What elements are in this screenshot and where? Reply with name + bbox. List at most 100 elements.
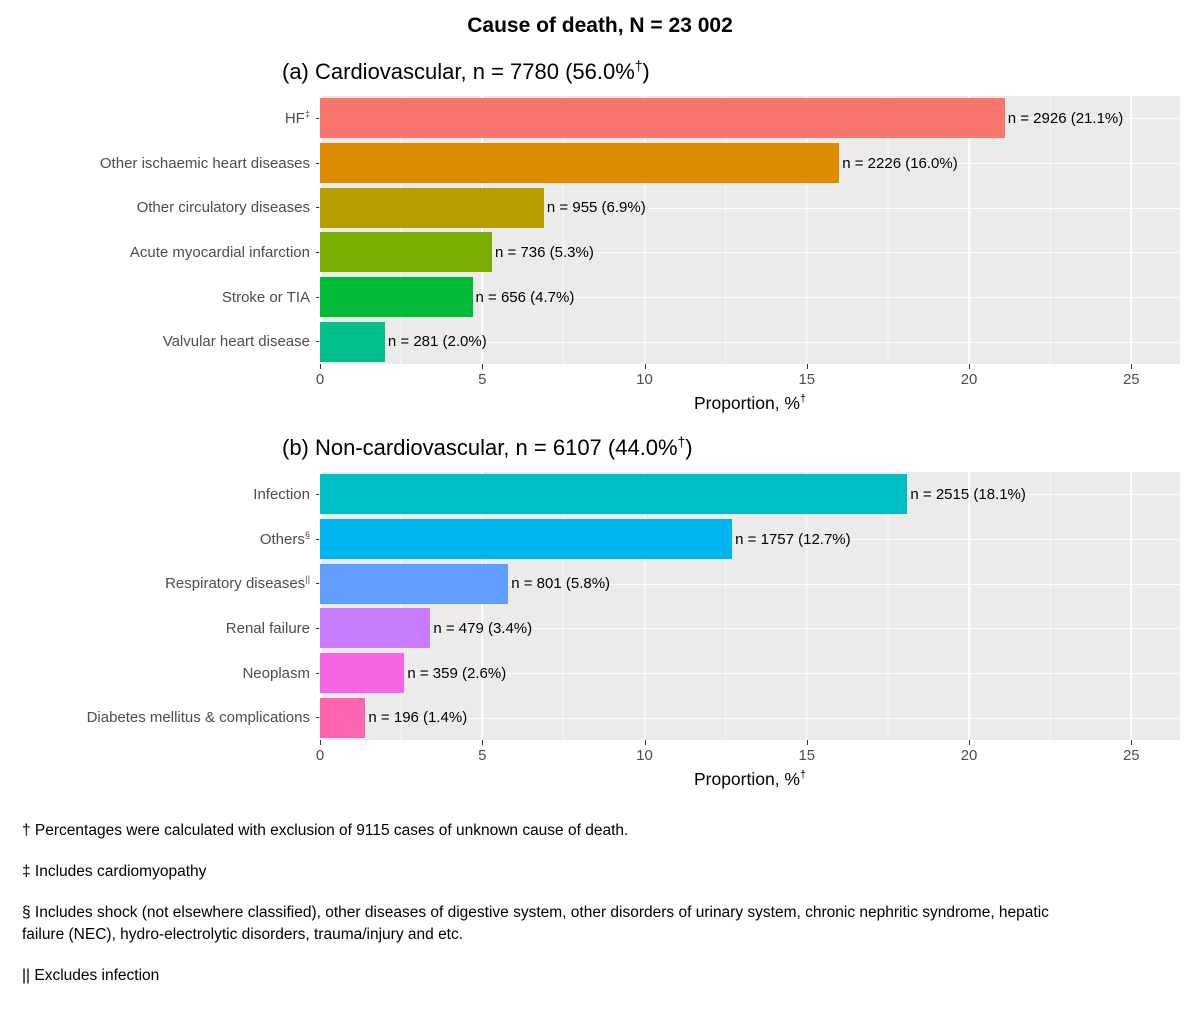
bar-row: n = 479 (3.4%) bbox=[320, 606, 1180, 651]
category-label: Others§ bbox=[259, 529, 310, 548]
chart-body: Infection Others§ Respiratory diseases|| Re… bbox=[0, 472, 1180, 740]
y-tick-mark bbox=[316, 627, 320, 629]
gridline-major bbox=[1130, 472, 1133, 740]
y-axis-label-row: Infection bbox=[0, 472, 320, 517]
chart-subtitle-text: (a) Cardiovascular, n = 7780 (56.0% bbox=[282, 59, 635, 84]
gridline-horizontal bbox=[320, 673, 1180, 674]
footnotes: † Percentages were calculated with exclu… bbox=[22, 820, 1082, 987]
y-axis-label-row: Other ischaemic heart diseases bbox=[0, 141, 320, 186]
figure-title: Cause of death, N = 23 002 bbox=[467, 14, 733, 37]
gridline-horizontal bbox=[320, 297, 1180, 298]
y-axis-label-row: Valvular heart disease bbox=[0, 319, 320, 364]
chart-subtitle-sup: † bbox=[634, 58, 643, 74]
y-axis-label-row: HF‡ bbox=[0, 96, 320, 141]
bar bbox=[320, 697, 366, 738]
bar-value-label: n = 656 (4.7%) bbox=[475, 288, 575, 306]
plot-panel: n = 2926 (21.1%) n = 2226 (16.0%) n = 955 … bbox=[319, 96, 1180, 364]
bar-row: n = 955 (6.9%) bbox=[320, 185, 1180, 230]
gridline-horizontal bbox=[320, 717, 1180, 719]
gridline-horizontal bbox=[320, 252, 1180, 254]
gridline-minor bbox=[562, 96, 564, 364]
gridline-minor bbox=[725, 472, 727, 740]
x-tick-label: 10 bbox=[636, 747, 653, 764]
x-tick-label: 25 bbox=[1122, 747, 1140, 764]
gridline-minor bbox=[887, 472, 889, 740]
x-tick-label: 10 bbox=[636, 371, 653, 388]
gridline-major bbox=[1130, 96, 1133, 364]
gridline-major bbox=[968, 96, 970, 364]
bar-row: n = 656 (4.7%) bbox=[320, 275, 1180, 320]
bar bbox=[320, 321, 385, 362]
bar bbox=[320, 518, 733, 560]
plot-panel: n = 2515 (18.1%) n = 1757 (12.7%) n = 801 … bbox=[319, 472, 1180, 740]
chart-subtitle-sup: † bbox=[677, 434, 686, 450]
y-tick-mark bbox=[316, 583, 320, 585]
category-label: Renal failure bbox=[225, 619, 310, 637]
x-axis-title: Proportion, %† bbox=[320, 769, 1180, 790]
x-axis-title-text: Proportion, % bbox=[693, 393, 800, 413]
gridline-minor bbox=[400, 472, 402, 740]
x-tick-label: 0 bbox=[315, 371, 325, 388]
gridline-major bbox=[805, 96, 808, 364]
gridline-major bbox=[319, 96, 321, 364]
x-tick-mark bbox=[806, 364, 808, 369]
y-tick-mark bbox=[316, 117, 320, 119]
y-axis-label-row: Others§ bbox=[0, 517, 320, 562]
x-axis: 0 5 10 15 20 25 bbox=[0, 364, 1180, 391]
gridline-horizontal bbox=[320, 341, 1180, 343]
chart-body: HF‡ Other ischaemic heart diseases Other c… bbox=[0, 96, 1180, 364]
chart-subtitle-text: ) bbox=[685, 435, 693, 460]
bar bbox=[320, 652, 405, 694]
y-tick-mark bbox=[316, 296, 320, 298]
bar-value-label: n = 281 (2.0%) bbox=[387, 333, 487, 351]
bars-layer: n = 2926 (21.1%) n = 2226 (16.0%) n = 955 … bbox=[320, 96, 1180, 364]
x-tick-mark bbox=[482, 740, 484, 745]
gridline-minor bbox=[725, 96, 727, 364]
bar bbox=[320, 142, 840, 184]
y-axis-labels: Infection Others§ Respiratory diseases|| Re… bbox=[0, 472, 320, 740]
bar-row: n = 359 (2.6%) bbox=[320, 651, 1180, 696]
x-tick-label: 20 bbox=[960, 747, 978, 764]
gridline-major bbox=[481, 96, 484, 364]
gridline-major bbox=[643, 472, 646, 740]
category-label: HF‡ bbox=[284, 108, 310, 127]
y-axis-label-row: Acute myocardial infarction bbox=[0, 230, 320, 275]
gridline-minor bbox=[1049, 472, 1051, 740]
category-label: Other ischaemic heart diseases bbox=[99, 154, 310, 172]
gridline-horizontal bbox=[320, 207, 1180, 209]
x-tick-mark bbox=[644, 740, 646, 745]
bar bbox=[320, 232, 492, 273]
category-label: Other circulatory diseases bbox=[136, 199, 310, 217]
gridline-major bbox=[968, 472, 970, 740]
y-tick-mark bbox=[316, 538, 320, 540]
x-tick-mark bbox=[482, 364, 484, 369]
bar-value-label: n = 196 (1.4%) bbox=[368, 709, 468, 727]
category-label-sup: ‡ bbox=[304, 108, 310, 119]
x-axis-area: 0 5 10 15 20 25 bbox=[316, 740, 1180, 767]
bar-row: n = 1757 (12.7%) bbox=[320, 517, 1180, 562]
y-tick-mark bbox=[316, 341, 320, 343]
gridline-minor bbox=[562, 472, 564, 740]
x-tick-mark bbox=[969, 364, 971, 369]
x-tick-label: 20 bbox=[960, 371, 978, 388]
bar-row: n = 801 (5.8%) bbox=[320, 561, 1180, 606]
footnote-dagger: † Percentages were calculated with exclu… bbox=[22, 822, 629, 839]
bar bbox=[320, 563, 509, 604]
bar-row: n = 2515 (18.1%) bbox=[320, 472, 1180, 517]
y-tick-mark bbox=[316, 251, 320, 253]
x-tick-mark bbox=[806, 740, 808, 745]
y-tick-mark bbox=[316, 717, 320, 719]
y-axis-label-row: Neoplasm bbox=[0, 651, 320, 696]
x-axis-spacer bbox=[0, 740, 320, 767]
x-tick-label: 5 bbox=[478, 747, 487, 764]
bar-value-label: n = 2515 (18.1%) bbox=[910, 485, 1026, 503]
chart-subtitle-text: (b) Non-cardiovascular, n = 6107 (44.0% bbox=[282, 435, 678, 460]
bar-value-label: n = 801 (5.8%) bbox=[511, 575, 611, 593]
gridline-minor bbox=[1049, 96, 1051, 364]
x-axis-title: Proportion, %† bbox=[320, 393, 1180, 414]
x-axis: 0 5 10 15 20 25 bbox=[0, 740, 1180, 767]
bar-value-label: n = 2226 (16.0%) bbox=[842, 154, 958, 172]
bar-value-label: n = 359 (2.6%) bbox=[407, 664, 507, 682]
bar-row: n = 281 (2.0%) bbox=[320, 319, 1180, 364]
